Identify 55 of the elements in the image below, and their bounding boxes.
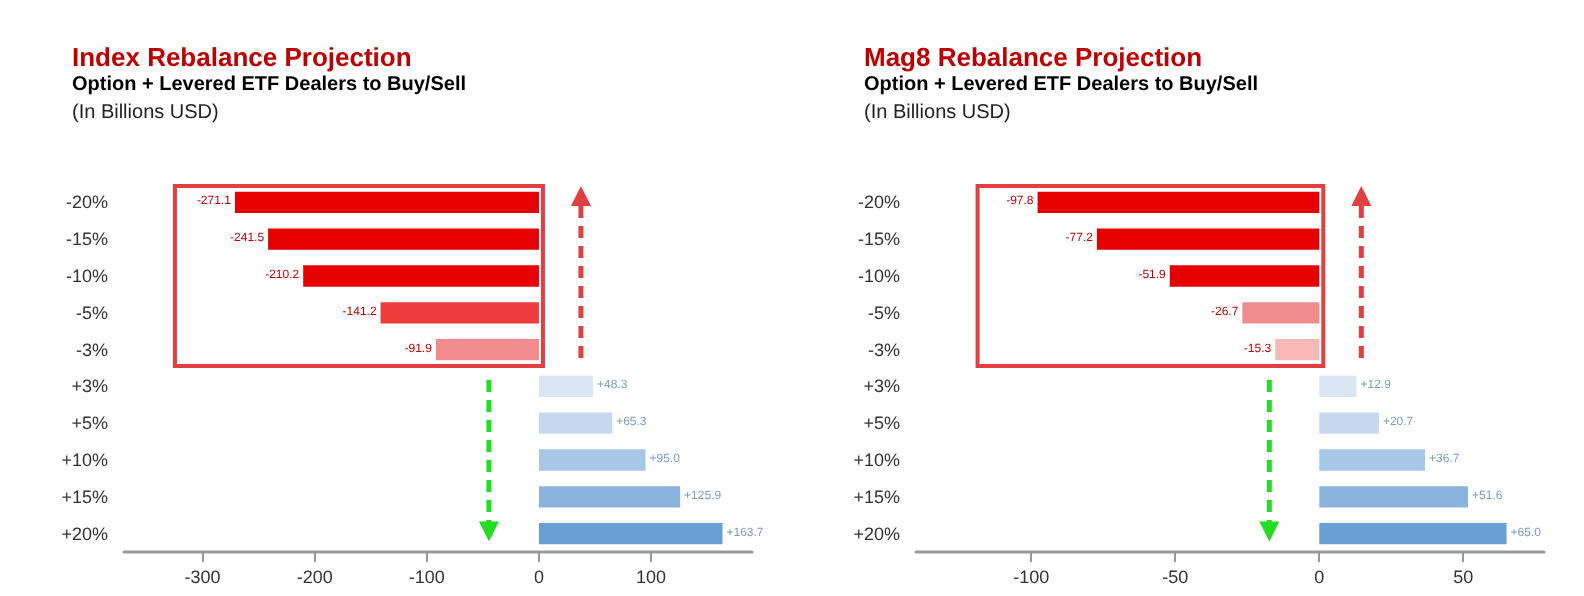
y-tick-label: -20% xyxy=(857,192,900,213)
y-tick-label: -5% xyxy=(867,302,900,323)
x-tick-label: 0 xyxy=(1314,567,1325,587)
bar xyxy=(1319,375,1357,398)
x-tick-label: 50 xyxy=(1453,567,1474,587)
y-tick-label: -10% xyxy=(857,266,900,286)
y-tick-label: +5% xyxy=(863,413,900,434)
x-tick-label: -100 xyxy=(1013,567,1050,587)
bar xyxy=(268,228,539,250)
x-tick-label: -100 xyxy=(408,567,445,587)
bar xyxy=(538,486,681,508)
bar xyxy=(538,375,594,398)
x-tick-label: -300 xyxy=(184,567,221,587)
y-tick-label: +3% xyxy=(863,376,900,397)
x-tick-label: 100 xyxy=(636,567,667,587)
bar xyxy=(1319,412,1379,434)
text: (In Billions USD) xyxy=(864,100,1013,128)
y-tick-label: -15% xyxy=(857,229,900,250)
y-tick-label: -3% xyxy=(867,339,900,360)
y-tick-label: -20% xyxy=(65,192,108,213)
bar xyxy=(1319,486,1468,508)
bar xyxy=(435,338,539,361)
y-tick-label: -15% xyxy=(65,229,108,250)
chart-subtitle: Option + Levered ETF Dealers to Buy/Sell xyxy=(864,72,1258,100)
y-tick-label: +5% xyxy=(71,413,108,434)
bar xyxy=(1275,338,1320,361)
text: (In Billions USD) xyxy=(72,100,221,128)
bar xyxy=(303,265,539,287)
x-tick-label: 0 xyxy=(533,567,544,587)
bar xyxy=(1096,228,1320,250)
chart-subtitle: Option + Levered ETF Dealers to Buy/Sell xyxy=(72,72,466,100)
chart-title: Mag8 Rebalance Projection xyxy=(864,42,1205,72)
x-tick-label: -50 xyxy=(1162,567,1189,587)
bar xyxy=(380,302,539,324)
x-tick-label: -200 xyxy=(296,567,333,587)
bar xyxy=(538,449,646,471)
bar xyxy=(1319,522,1507,545)
bar xyxy=(1169,265,1320,287)
chart-title: Index Rebalance Projection xyxy=(72,42,414,72)
y-tick-label: -3% xyxy=(75,339,108,360)
y-tick-label: +20% xyxy=(853,523,900,544)
bar xyxy=(538,522,723,545)
y-tick-label: +15% xyxy=(853,486,900,507)
bar xyxy=(538,412,613,434)
bar xyxy=(1242,302,1320,324)
y-tick-label: +10% xyxy=(853,450,900,470)
bar xyxy=(1037,191,1320,214)
y-tick-label: -5% xyxy=(75,302,108,323)
bar xyxy=(234,191,539,214)
y-tick-label: +10% xyxy=(61,450,108,470)
y-tick-label: -10% xyxy=(65,266,108,286)
bar xyxy=(1319,449,1426,471)
y-tick-label: +3% xyxy=(71,376,108,397)
y-tick-label: +20% xyxy=(61,523,108,544)
y-tick-label: +15% xyxy=(61,486,108,507)
